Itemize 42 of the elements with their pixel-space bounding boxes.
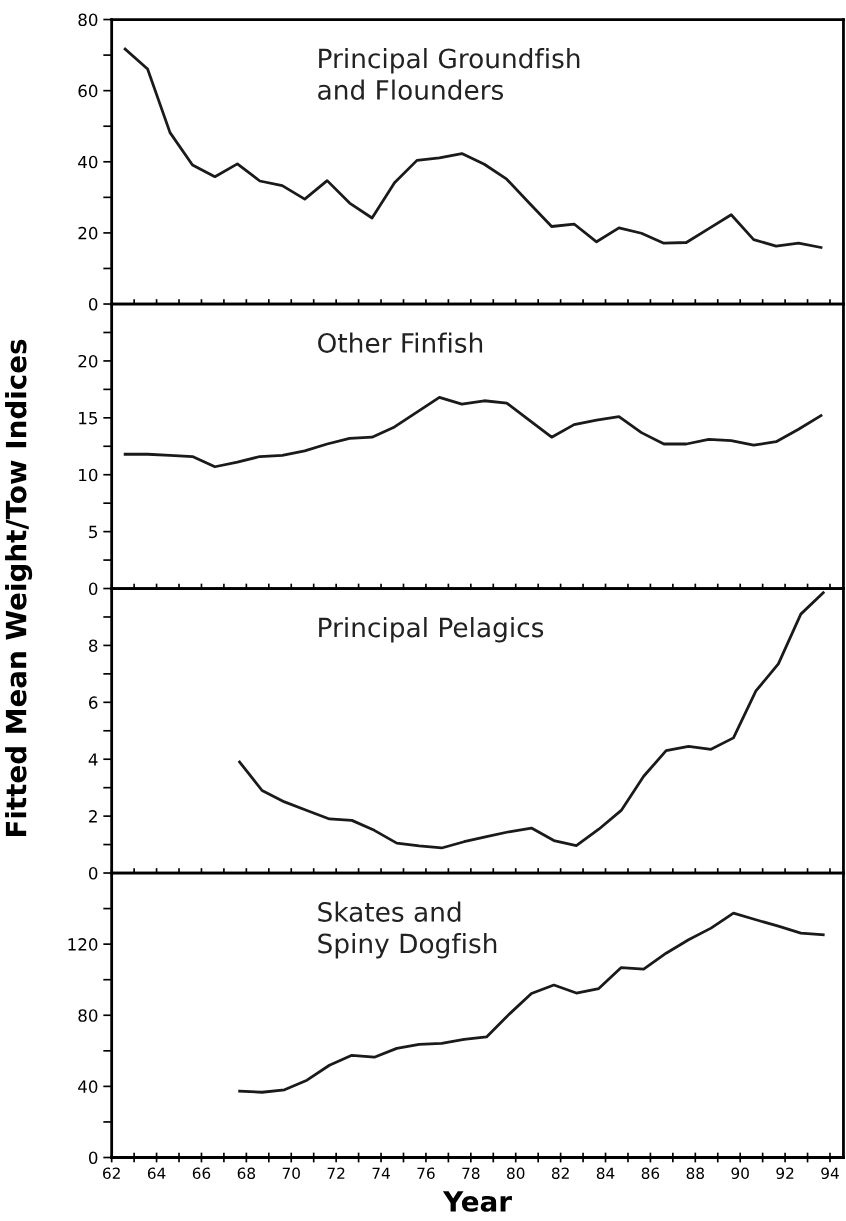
y-tick-label: 15: [79, 412, 98, 425]
y-axis-title: Fitted Mean Weight/Tow Indices: [5, 339, 33, 837]
x-tick-label: 94: [821, 1167, 839, 1180]
x-tick-label: 80: [507, 1167, 525, 1180]
x-tick-label: 84: [596, 1167, 615, 1180]
x-axis-title: Year: [442, 1191, 512, 1212]
x-tick-label: 88: [686, 1167, 704, 1180]
x-tick-label: 62: [103, 1167, 120, 1180]
y-tick-label: 6: [89, 696, 98, 709]
y-tick-label: 4: [88, 753, 98, 766]
text: Principal Pelagics: [319, 616, 544, 643]
y-tick-label: 0: [88, 866, 98, 880]
text: Principal Groundfish and Flounders: [318, 47, 580, 100]
y-tick-label: 120: [68, 938, 98, 951]
text: Other Finfish: [318, 332, 483, 353]
y-tick-label: 20: [78, 226, 98, 240]
x-tick-label: 82: [551, 1167, 569, 1180]
y-tick-label: 80: [78, 13, 98, 27]
y-tick-label: 5: [89, 525, 98, 539]
x-tick-label: 64: [147, 1167, 166, 1180]
x-tick-label: 76: [417, 1167, 435, 1180]
x-tick-label: 66: [192, 1167, 211, 1180]
y-tick-label: 10: [79, 468, 98, 482]
x-tick-label: 86: [641, 1167, 660, 1180]
x-tick-label: 68: [237, 1167, 256, 1180]
x-tick-label: 70: [282, 1167, 300, 1180]
y-tick-label: 40: [78, 1080, 98, 1093]
y-tick-label: 60: [78, 84, 98, 98]
y-tick-label: 80: [78, 1009, 98, 1022]
x-tick-label: 92: [776, 1167, 794, 1180]
y-tick-label: 2: [89, 810, 97, 823]
x-tick-label: 78: [462, 1167, 480, 1180]
y-tick-label: 0: [88, 297, 98, 311]
y-tick-label: 20: [78, 354, 98, 368]
text: Skates and Spiny Dogfish: [318, 901, 497, 959]
y-tick-label: 0: [88, 1151, 98, 1165]
y-tick-label: 40: [78, 155, 98, 169]
y-tick-label: 8: [89, 639, 98, 652]
x-tick-label: 74: [372, 1167, 390, 1179]
x-tick-label: 90: [731, 1167, 749, 1180]
x-tick-label: 72: [327, 1167, 345, 1179]
y-tick-label: 0: [88, 582, 98, 596]
